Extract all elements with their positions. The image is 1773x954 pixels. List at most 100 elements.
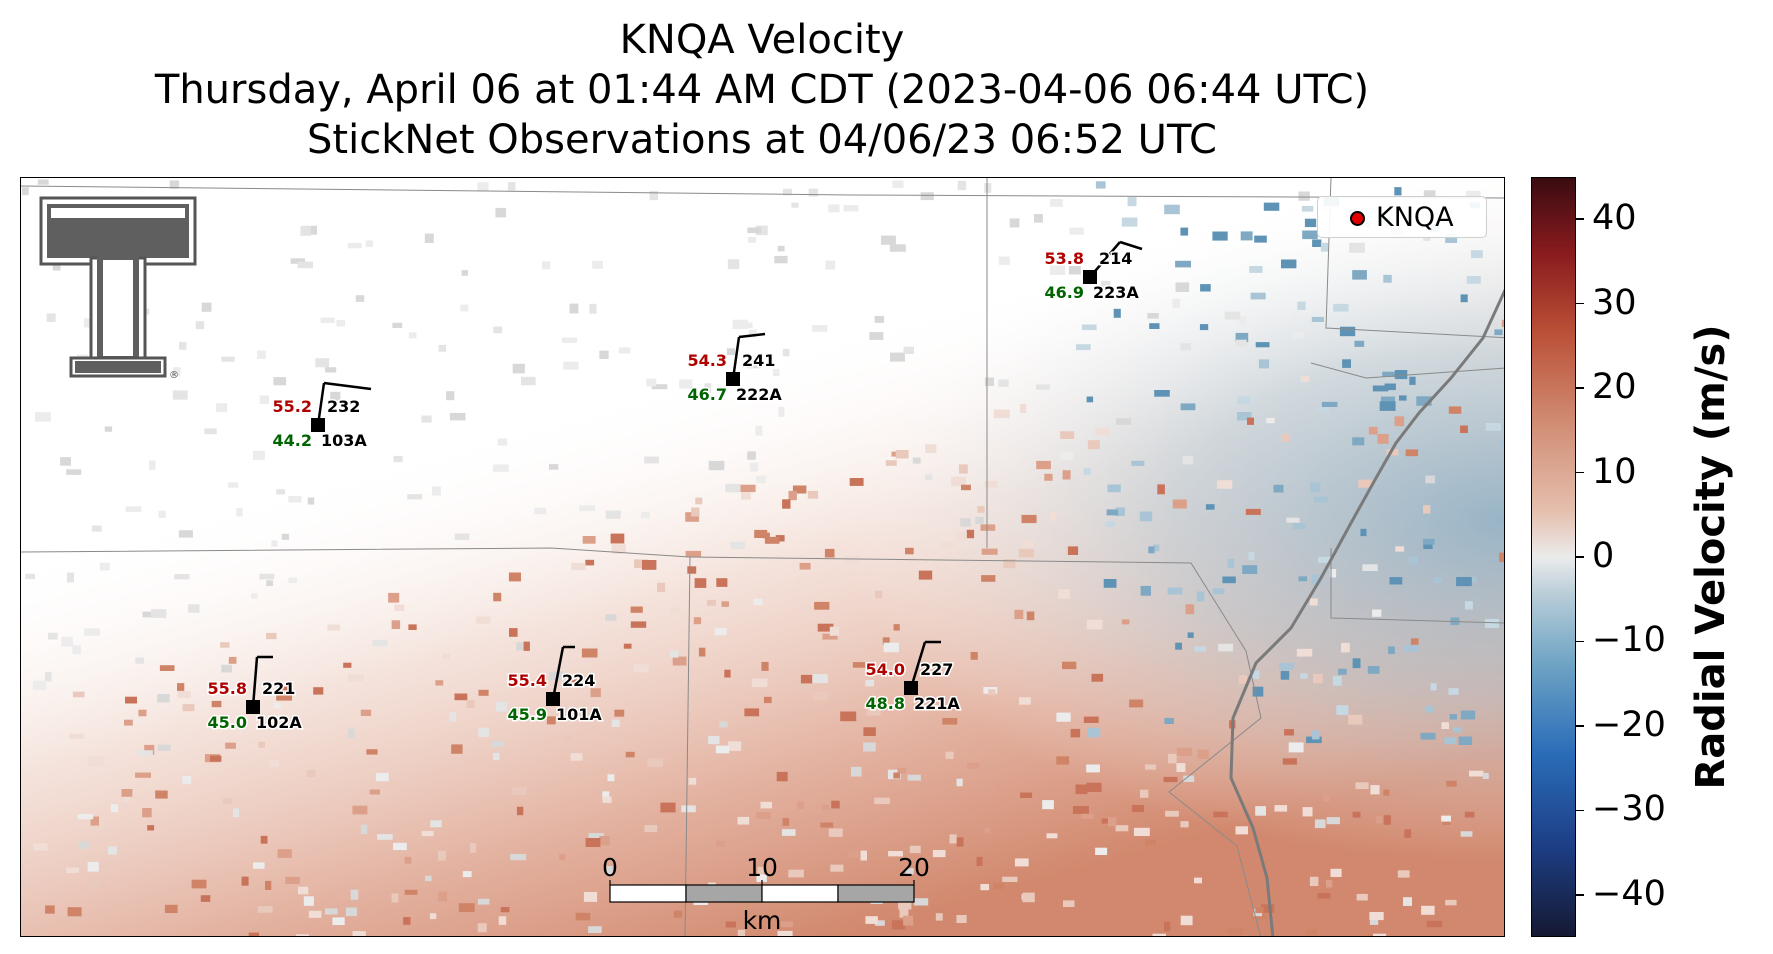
velocity-pixel [466,700,475,708]
velocity-pixel [1452,727,1463,733]
velocity-pixel [747,227,762,234]
velocity-pixel [151,609,167,618]
velocity-pixel [812,692,829,701]
velocity-pixel [1199,324,1209,331]
velocity-pixel [891,920,906,930]
velocity-pixel [755,225,768,236]
velocity-pixel [685,550,702,558]
velocity-pixel [890,352,905,362]
velocity-pixel [458,903,475,913]
velocity-pixel [325,908,338,915]
velocity-pixel [618,347,631,354]
velocity-pixel [1370,785,1380,795]
velocity-pixel [1352,811,1361,818]
velocity-pixel [1164,204,1180,215]
velocity-pixel [347,243,362,249]
velocity-pixel [782,818,790,826]
velocity-pixel [725,483,741,493]
velocity-pixel [252,450,265,460]
station-temperature: 55.2 [273,397,312,416]
colorbar-tick-mark [1576,894,1584,896]
velocity-pixel [800,674,813,684]
radar-map[interactable]: ® 55.2 232 44.2 103A 54.3 241 46.7 222A 53.8 214 4… [20,177,1505,937]
velocity-pixel [432,486,441,496]
velocity-pixel [889,244,906,252]
velocity-pixel [581,648,598,658]
velocity-pixel [1394,416,1405,427]
velocity-pixel [1297,301,1306,310]
velocity-pixel [478,727,489,738]
velocity-pixel [976,856,983,866]
velocity-pixel [1379,401,1396,411]
velocity-pixel [641,511,650,519]
velocity-pixel [848,850,859,858]
velocity-pixel [1464,601,1473,610]
velocity-pixel [1424,706,1434,713]
velocity-pixel [753,598,763,606]
velocity-pixel [84,628,100,636]
velocity-pixel [660,802,676,813]
velocity-pixel [945,751,954,759]
station-dewpoint: 48.8 [866,694,905,713]
velocity-pixel [602,791,610,800]
velocity-pixel [751,678,768,688]
velocity-pixel [559,854,566,861]
velocity-pixel [1018,549,1035,558]
velocity-pixel [257,906,273,913]
velocity-pixel [1247,417,1254,425]
velocity-pixel [66,572,74,583]
velocity-pixel [756,812,771,820]
velocity-pixel [288,496,302,503]
velocity-pixel [860,850,867,861]
velocity-pixel [265,880,272,890]
velocity-pixel [1380,396,1395,405]
velocity-pixel [1322,794,1330,802]
velocity-pixel [778,406,785,417]
station-temperature: 53.8 [1045,249,1084,268]
velocity-pixel [137,750,153,756]
velocity-pixel [1180,821,1189,828]
velocity-pixel [149,460,156,470]
velocity-pixel [1194,646,1207,652]
velocity-pixel [1249,266,1263,273]
velocity-pixel [200,895,211,902]
velocity-pixel [1235,332,1249,343]
velocity-pixel [107,846,117,855]
velocity-pixel [605,510,621,519]
velocity-pixel [1352,658,1361,669]
velocity-pixel [755,425,763,436]
velocity-pixel [1175,282,1190,292]
velocity-pixel [1086,782,1102,792]
velocity-pixel [721,601,729,607]
velocity-pixel [1292,523,1306,530]
velocity-pixel [1446,780,1457,787]
velocity-pixel [740,484,756,493]
velocity-pixel [961,484,971,491]
velocity-pixel [327,624,340,631]
velocity-pixel [307,497,315,505]
colorbar-tick-label: −40 [1592,873,1666,914]
velocity-pixel [888,851,903,857]
velocity-pixel [893,624,900,631]
velocity-pixel [1222,576,1236,584]
velocity-pixel [1050,265,1066,275]
velocity-pixel [1377,434,1389,444]
logo-registered-mark: ® [169,370,179,381]
velocity-pixel [521,376,536,386]
velocity-pixel [780,921,793,928]
station-dewpoint: 46.7 [688,385,727,404]
velocity-pixel [297,886,309,895]
velocity-pixel [336,319,345,327]
velocity-pixel [1460,710,1476,720]
velocity-pixel [1036,384,1050,390]
velocity-pixel [216,403,228,413]
velocity-pixel [967,762,980,769]
velocity-pixel [820,822,834,828]
velocity-pixel [88,756,104,767]
station-probe-id: 101A [556,705,602,724]
velocity-pixel [606,866,613,876]
colorbar-tick-label: 0 [1592,536,1615,576]
velocity-pixel [1302,807,1313,817]
velocity-pixel [210,755,222,762]
wind-barb-staff [909,641,927,689]
